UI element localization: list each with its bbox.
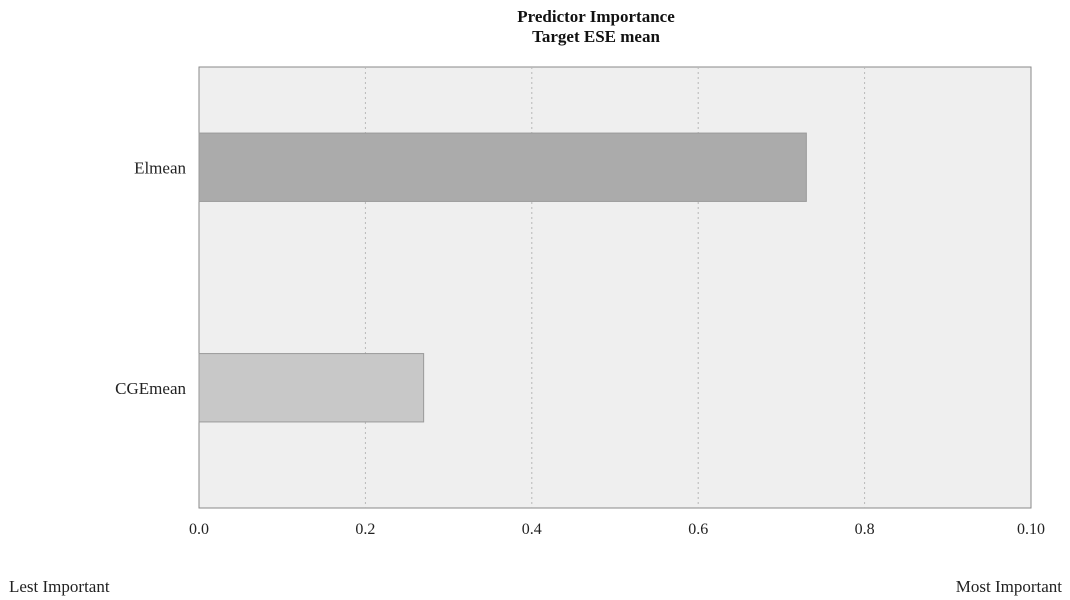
category-labels: Elmean CGEmean	[115, 158, 186, 398]
x-tick-label: 0.10	[1017, 521, 1045, 538]
least-important-label: Lest Important	[9, 577, 110, 596]
chart-title: Predictor Importance	[517, 7, 675, 26]
bar-cgemean	[198, 353, 425, 423]
bars	[198, 132, 807, 423]
x-tick-labels: 0.0 0.2 0.4 0.6 0.8 0.10	[189, 521, 1045, 538]
chart-subtitle: Target ESE mean	[532, 27, 660, 46]
x-tick-label: 0.4	[522, 521, 542, 538]
x-tick-label: 0.6	[688, 521, 708, 538]
gridlines	[364, 67, 866, 508]
x-tick-label: 0.8	[855, 521, 875, 538]
x-tick-label: 0.2	[355, 521, 375, 538]
most-important-label: Most Important	[955, 577, 1062, 596]
x-tick-label: 0.0	[189, 521, 209, 538]
bar-elmean	[198, 132, 807, 202]
category-label: Elmean	[134, 158, 186, 177]
category-label: CGEmean	[115, 379, 186, 398]
